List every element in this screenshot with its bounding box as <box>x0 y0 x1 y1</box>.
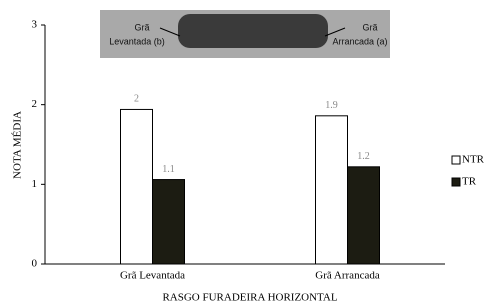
legend-swatch <box>452 178 460 186</box>
annotation: Arrancada (a) <box>332 36 387 46</box>
legend-swatch <box>452 156 460 164</box>
legend-label: TR <box>462 176 477 188</box>
y-tick-label: 2 <box>32 98 38 110</box>
annotation: Grã <box>134 22 149 32</box>
bar <box>121 109 153 264</box>
bar <box>316 116 348 264</box>
value-label: 1.2 <box>357 151 370 162</box>
photo-slot <box>178 14 328 48</box>
bar <box>348 167 380 264</box>
annotation: Grã <box>362 22 377 32</box>
x-axis-label: RASGO FURADEIRA HORIZONTAL <box>162 292 337 304</box>
x-tick-label: Grã Levantada <box>120 270 185 282</box>
bar <box>153 180 185 264</box>
annotation: Levantada (b) <box>109 36 165 46</box>
y-axis-label: NOTA MÉDIA <box>12 111 24 179</box>
chart: Grã Levantada (b) Grã Arrancada (a) NOTA… <box>0 0 490 306</box>
value-label: 1.1 <box>162 164 175 175</box>
legend-label: NTR <box>462 154 485 166</box>
y-tick-label: 3 <box>32 19 38 31</box>
inset-photo: Grã Levantada (b) Grã Arrancada (a) <box>100 10 390 58</box>
y-tick-label: 1 <box>32 178 38 190</box>
x-tick-label: Grã Arrancada <box>315 270 380 282</box>
value-label: 1.9 <box>325 100 338 111</box>
y-tick-label: 0 <box>32 258 38 270</box>
value-label: 2 <box>134 94 139 105</box>
